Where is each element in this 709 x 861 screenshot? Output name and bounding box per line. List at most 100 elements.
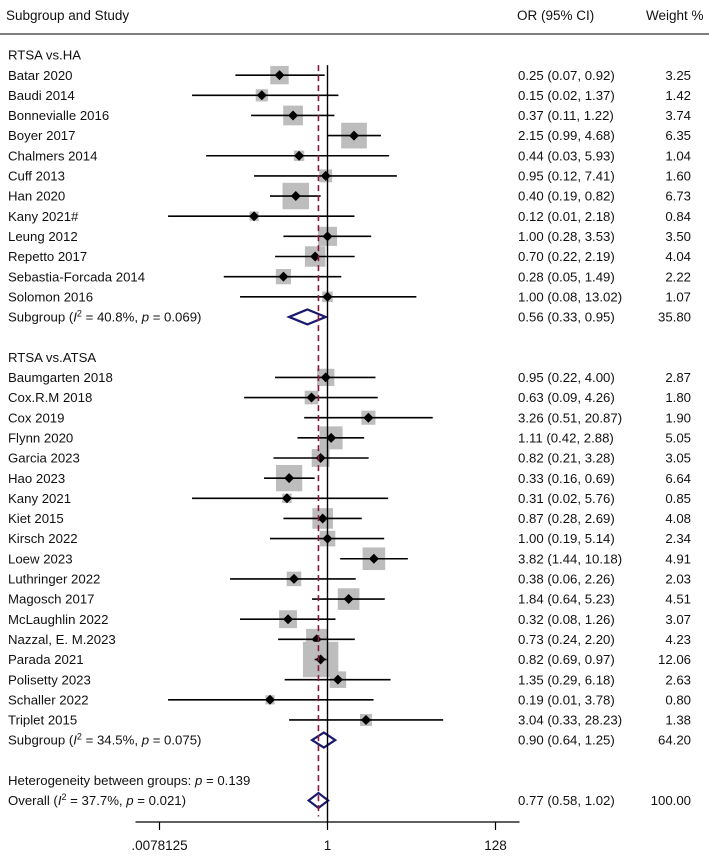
study-or-ci: 0.25 (0.07, 0.92) xyxy=(518,68,615,83)
study-name: Luthringer 2022 xyxy=(8,572,100,587)
subgroup-diamond xyxy=(309,731,338,749)
study-or-ci: 0.70 (0.22, 2.19) xyxy=(518,249,615,264)
study-name: Boyer 2017 xyxy=(8,128,75,143)
subgroup-label-i2-value: = 40.8%, xyxy=(82,310,142,325)
study-or-ci: 1.00 (0.19, 5.14) xyxy=(518,531,615,546)
study-weight: 2.03 xyxy=(665,572,691,587)
subgroup-label: Subgroup (I2 = 34.5%, p = 0.075) xyxy=(8,732,201,748)
study-weight: 1.04 xyxy=(665,148,691,163)
subgroup-label-prefix: Subgroup ( xyxy=(8,733,74,748)
overall-weight: 100.00 xyxy=(651,793,691,808)
study-or-ci: 0.82 (0.21, 3.28) xyxy=(518,451,615,466)
study-or-ci: 1.84 (0.64, 5.23) xyxy=(518,592,615,607)
study-or-ci: 0.32 (0.08, 1.26) xyxy=(518,612,615,627)
study-or-ci: 2.15 (0.99, 4.68) xyxy=(518,128,615,143)
study-or-ci: 0.73 (0.24, 2.20) xyxy=(518,632,615,647)
study-or-ci: 1.35 (0.29, 6.18) xyxy=(518,672,615,687)
point-estimate xyxy=(349,130,360,141)
study-weight: 0.85 xyxy=(665,491,691,506)
axis-tick-label: 1 xyxy=(324,838,332,853)
group-label: RTSA vs.ATSA xyxy=(8,350,96,365)
study-or-ci: 0.19 (0.01, 3.78) xyxy=(518,692,615,707)
study-name: McLaughlin 2022 xyxy=(8,612,108,627)
header-weight: Weight % xyxy=(646,8,704,23)
subgroup-or-ci: 0.90 (0.64, 1.25) xyxy=(518,733,615,748)
study-or-ci: 0.31 (0.02, 5.76) xyxy=(518,491,615,506)
study-name: Bonnevialle 2016 xyxy=(8,108,109,123)
subgroup-label: Subgroup (I2 = 40.8%, p = 0.069) xyxy=(8,309,201,325)
subgroup-weight: 64.20 xyxy=(658,733,691,748)
point-estimate xyxy=(360,714,371,725)
subgroup-label-i-squared: 2 xyxy=(77,309,82,319)
study-weight: 2.22 xyxy=(665,269,691,284)
study-or-ci: 0.15 (0.02, 1.37) xyxy=(518,88,615,103)
study-name: Kany 2021# xyxy=(8,209,79,224)
study-weight: 1.38 xyxy=(665,713,691,728)
study-or-ci: 0.44 (0.03, 5.93) xyxy=(518,148,615,163)
point-estimate xyxy=(317,513,328,524)
point-estimate xyxy=(284,473,295,484)
study-or-ci: 1.11 (0.42, 2.88) xyxy=(518,430,614,445)
point-estimate xyxy=(256,90,267,101)
study-name: Sebastia-Forcada 2014 xyxy=(8,269,145,284)
point-estimate xyxy=(320,372,331,383)
subgroup-label-p-value: = 0.069) xyxy=(149,310,201,325)
subgroup-label-prefix: Subgroup ( xyxy=(8,310,74,325)
axis-tick-label: .0078125 xyxy=(131,838,187,853)
study-weight: 1.80 xyxy=(665,390,691,405)
study-or-ci: 0.40 (0.19, 0.82) xyxy=(518,189,615,204)
point-estimate xyxy=(281,493,292,504)
point-estimate xyxy=(294,150,305,161)
study-weight: 5.05 xyxy=(665,430,691,445)
study-weight: 0.80 xyxy=(665,692,691,707)
point-estimate xyxy=(332,674,343,685)
study-weight: 2.87 xyxy=(665,370,691,385)
study-weight: 0.84 xyxy=(665,209,691,224)
point-estimate xyxy=(264,694,275,705)
study-name: Han 2020 xyxy=(8,189,65,204)
study-name: Baumgarten 2018 xyxy=(8,370,113,385)
study-or-ci: 3.04 (0.33, 28.23) xyxy=(518,713,622,728)
subgroup-label-i-symbol: I xyxy=(73,310,77,325)
group-label: RTSA vs.HA xyxy=(8,48,81,63)
subgroup-or-ci: 0.56 (0.33, 0.95) xyxy=(518,310,615,325)
study-weight: 4.91 xyxy=(665,551,691,566)
point-estimate xyxy=(290,191,301,202)
study-name: Polisetty 2023 xyxy=(8,672,91,687)
study-weight: 3.05 xyxy=(665,451,691,466)
overall-label-i-squared: 2 xyxy=(62,792,67,802)
study-name: Hao 2023 xyxy=(8,471,65,486)
study-name: Cuff 2013 xyxy=(8,169,65,184)
study-name: Kany 2021 xyxy=(8,491,71,506)
overall-label-p-symbol: p xyxy=(125,793,133,808)
study-weight: 4.23 xyxy=(665,632,691,647)
study-or-ci: 0.87 (0.28, 2.69) xyxy=(518,511,615,526)
study-name: Cox.R.M 2018 xyxy=(8,390,92,405)
subgroup-label-i2-value: = 34.5%, xyxy=(82,733,142,748)
heterogeneity-label: Heterogeneity between groups: p = 0.139 xyxy=(8,773,250,788)
subgroup-label-i-squared: 2 xyxy=(77,732,82,742)
study-name: Flynn 2020 xyxy=(8,430,73,445)
subgroup-weight: 35.80 xyxy=(658,310,691,325)
study-name: Cox 2019 xyxy=(8,410,64,425)
plot-marks xyxy=(168,65,444,822)
point-estimate xyxy=(249,211,260,222)
study-weight: 1.60 xyxy=(665,169,691,184)
study-name: Batar 2020 xyxy=(8,68,73,83)
axis-tick-label: 128 xyxy=(484,838,507,853)
study-weight: 6.73 xyxy=(665,189,691,204)
study-name: Nazzal, E. M.2023 xyxy=(8,632,116,647)
study-name: Solomon 2016 xyxy=(8,289,93,304)
subgroup-label-i-symbol: I xyxy=(73,733,77,748)
heterogeneity-label-p-value: = 0.139 xyxy=(202,773,250,788)
study-or-ci: 0.95 (0.12, 7.41) xyxy=(518,169,615,184)
study-or-ci: 0.33 (0.16, 0.69) xyxy=(518,471,615,486)
study-weight: 3.50 xyxy=(665,229,691,244)
study-weight: 4.04 xyxy=(665,249,691,264)
x-axis: .0078125 1 128 xyxy=(131,821,520,853)
study-name: Kirsch 2022 xyxy=(8,531,78,546)
point-estimate xyxy=(306,392,317,403)
subgroup-diamond xyxy=(286,308,329,326)
point-estimate xyxy=(278,271,289,282)
overall-label-i2-value: = 37.7%, xyxy=(67,793,127,808)
